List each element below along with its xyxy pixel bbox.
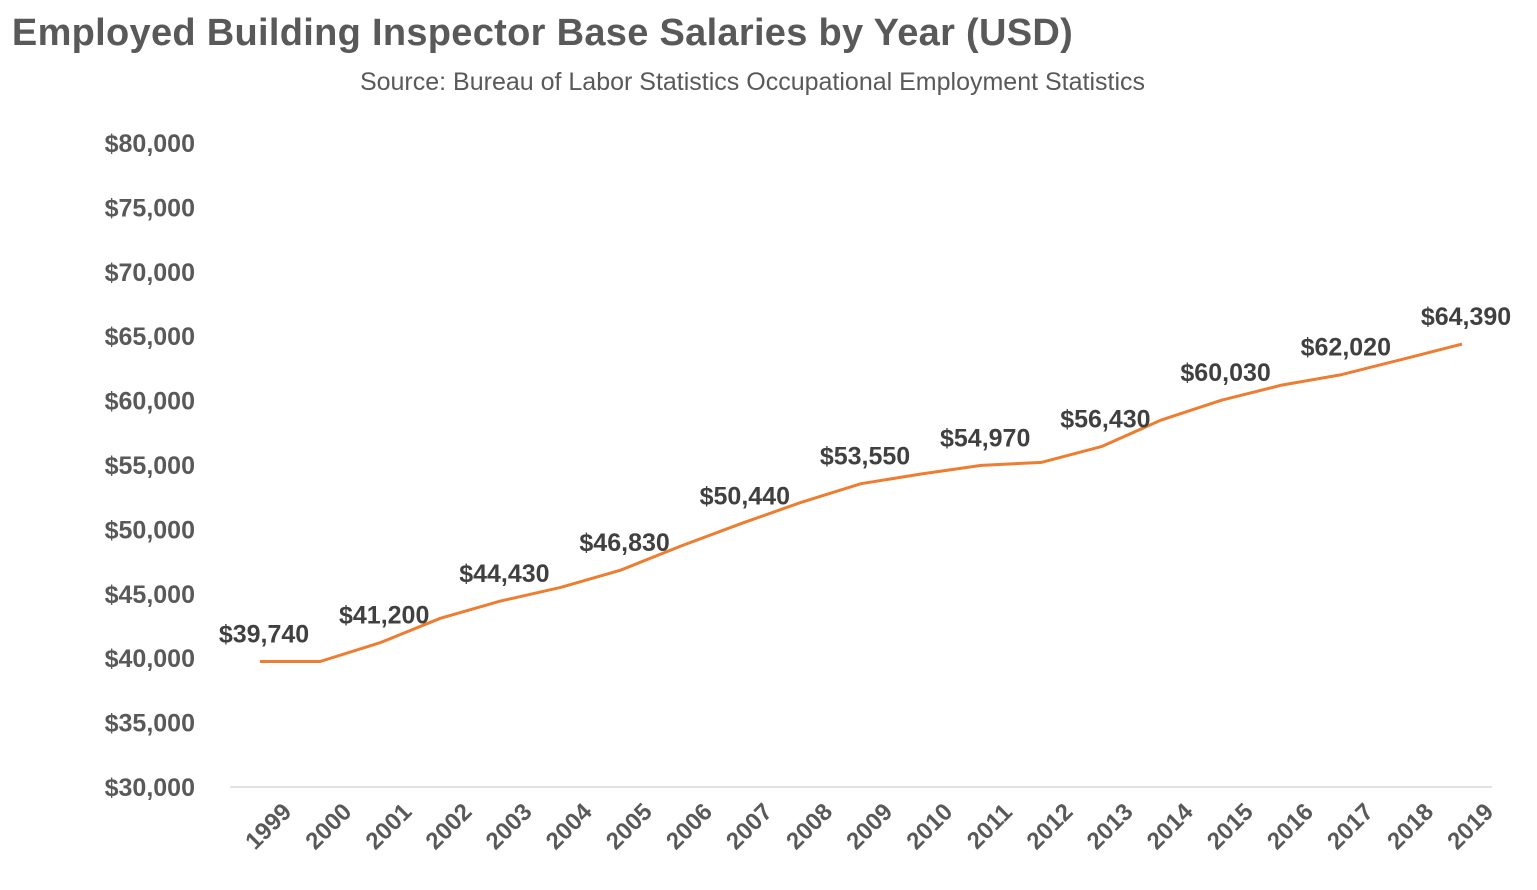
series-line: [260, 342, 1463, 663]
x-tick-label: 2005: [601, 798, 658, 855]
x-tick-label: 2017: [1322, 798, 1379, 855]
x-tick-label: 2003: [481, 798, 538, 855]
x-tick-label: 2016: [1262, 798, 1319, 855]
data-label: $41,200: [339, 602, 429, 630]
data-label: $56,430: [1060, 406, 1150, 434]
chart-title: Employed Building Inspector Base Salarie…: [11, 12, 1074, 54]
x-tick-label: 2012: [1022, 798, 1079, 855]
x-tick-label: 2002: [421, 798, 478, 855]
y-tick-label: $30,000: [105, 774, 195, 802]
x-tick-label: 2006: [661, 798, 718, 855]
y-tick-label: $35,000: [105, 710, 195, 738]
y-tick-label: $55,000: [105, 452, 195, 480]
x-tick-label: 2018: [1382, 798, 1439, 855]
y-tick-label: $40,000: [105, 645, 195, 673]
data-label: $62,020: [1301, 334, 1391, 362]
x-tick-label: 1999: [240, 798, 297, 855]
x-tick-label: 2009: [841, 798, 898, 855]
x-tick-label: 2010: [901, 798, 958, 855]
y-tick-label: $60,000: [105, 388, 195, 416]
x-tick-label: 2007: [721, 798, 778, 855]
x-tick-label: 2001: [360, 798, 417, 855]
data-label: $50,440: [700, 483, 790, 511]
x-tick-label: 2004: [541, 798, 598, 855]
data-label: $60,030: [1180, 359, 1270, 387]
data-label: $39,740: [219, 621, 309, 649]
data-label: $64,390: [1421, 303, 1511, 331]
x-tick-label: 2015: [1202, 798, 1259, 855]
x-tick-label: 2008: [781, 798, 838, 855]
data-label: $44,430: [459, 560, 549, 588]
data-label: $54,970: [940, 424, 1030, 452]
y-tick-label: $65,000: [105, 323, 195, 351]
chart-subtitle: Source: Bureau of Labor Statistics Occup…: [359, 68, 1146, 96]
x-tick-label: 2013: [1082, 798, 1139, 855]
y-tick-label: $70,000: [105, 259, 195, 287]
x-tick-label: 2000: [300, 798, 357, 855]
y-tick-label: $75,000: [105, 194, 195, 222]
y-tick-label: $50,000: [105, 516, 195, 544]
x-tick-label: 2011: [962, 799, 1018, 855]
x-tick-label: 2019: [1442, 798, 1499, 855]
data-label: $53,550: [820, 443, 910, 471]
data-label: $46,830: [579, 529, 669, 557]
y-tick-label: $45,000: [105, 581, 195, 609]
x-tick-label: 2014: [1142, 798, 1199, 855]
y-tick-label: $80,000: [105, 130, 195, 158]
